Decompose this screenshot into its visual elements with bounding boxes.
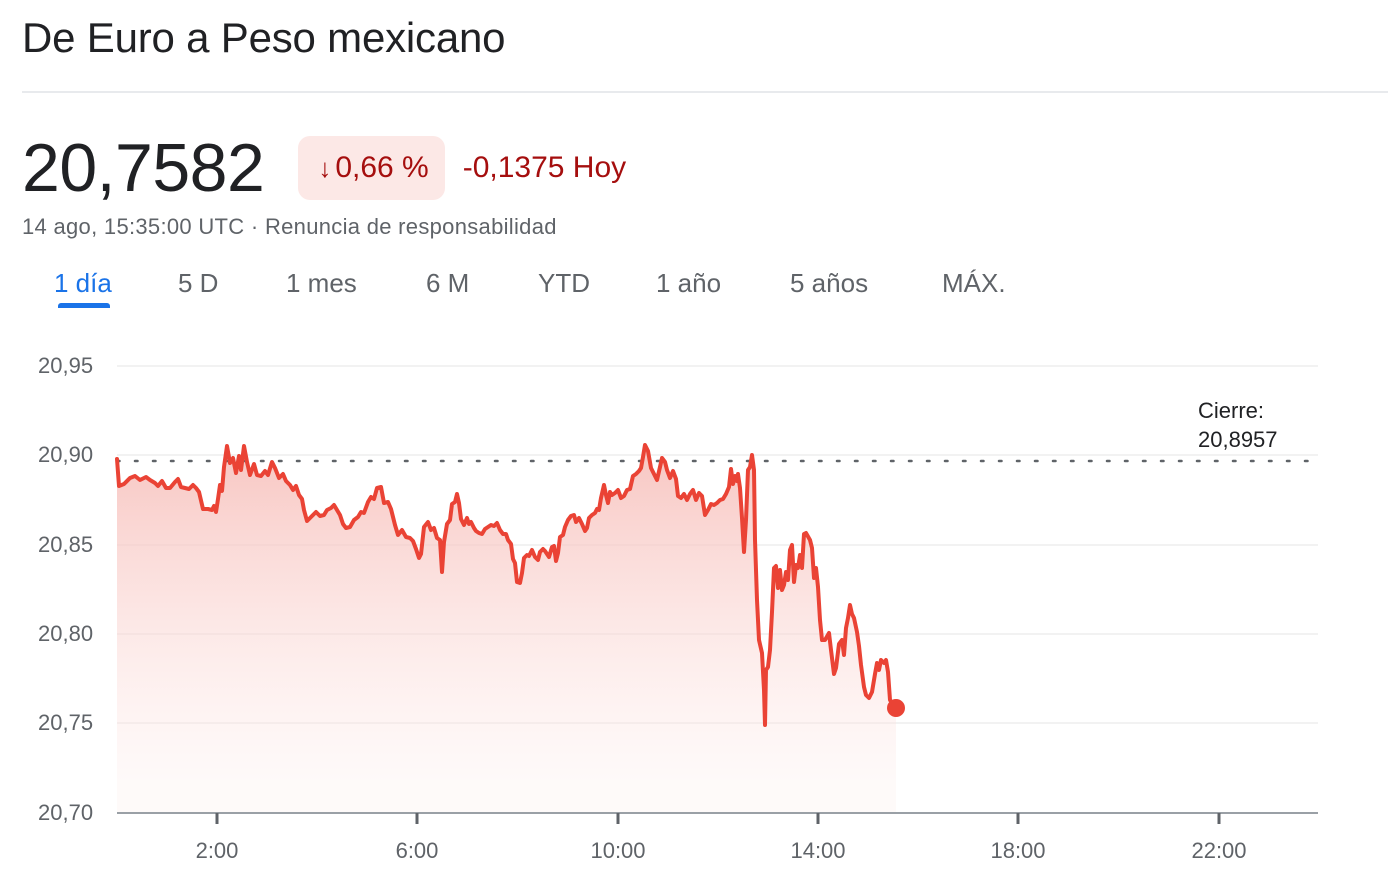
change-percent: 0,66 % xyxy=(335,151,429,184)
change-percent-badge: ↓ 0,66 % xyxy=(298,136,445,200)
current-price: 20,7582 xyxy=(22,130,265,206)
active-tab-indicator xyxy=(58,303,110,308)
x-tick-label: 22:00 xyxy=(1191,838,1247,863)
header-divider xyxy=(22,91,1388,93)
x-tick-label: 14:00 xyxy=(790,838,846,863)
arrow-down-icon: ↓ xyxy=(318,152,332,183)
x-tick-label: 2:00 xyxy=(195,838,239,863)
previous-close-label: Cierre: xyxy=(1198,398,1265,423)
disclaimer-link[interactable]: Renuncia de responsabilidad xyxy=(264,214,557,239)
price-area-fill xyxy=(117,445,896,813)
tab-ytd[interactable]: YTD xyxy=(538,268,590,298)
change-absolute: -0,1375 Hoy xyxy=(462,151,627,184)
y-tick-label: 20,80 xyxy=(38,621,94,646)
tab-5-days[interactable]: 5 D xyxy=(178,268,219,298)
x-tick-label: 6:00 xyxy=(395,838,439,863)
y-tick-label: 20,85 xyxy=(38,532,94,557)
x-axis xyxy=(117,812,1318,824)
quote-row: 20,7582 ↓ 0,66 % -0,1375 Hoy xyxy=(22,128,626,208)
y-tick-label: 20,75 xyxy=(38,710,94,735)
separator: · xyxy=(244,214,265,239)
x-tick-label: 18:00 xyxy=(990,838,1046,863)
y-tick-label: 20,90 xyxy=(38,442,94,467)
quote-meta: 14 ago, 15:35:00 UTC · Renuncia de respo… xyxy=(22,214,557,240)
tab-5-years[interactable]: 5 años xyxy=(790,268,869,298)
y-tick-label: 20,95 xyxy=(38,353,94,378)
price-line xyxy=(115,443,898,727)
page-title: De Euro a Peso mexicano xyxy=(22,14,506,61)
current-price-marker xyxy=(887,699,905,717)
timestamp: 14 ago, 15:35:00 UTC xyxy=(22,214,245,239)
tab-1-month[interactable]: 1 mes xyxy=(286,268,357,298)
x-tick-label: 10:00 xyxy=(590,838,646,863)
y-tick-label: 20,70 xyxy=(38,800,94,825)
tab-max[interactable]: MÁX. xyxy=(942,268,1006,298)
tab-1-day[interactable]: 1 día xyxy=(54,268,112,298)
tab-6-months[interactable]: 6 M xyxy=(426,268,470,298)
tab-1-year[interactable]: 1 año xyxy=(656,268,722,298)
previous-close-annotation: Cierre: 20,8957 xyxy=(1198,396,1278,454)
previous-close-value: 20,8957 xyxy=(1198,427,1278,452)
